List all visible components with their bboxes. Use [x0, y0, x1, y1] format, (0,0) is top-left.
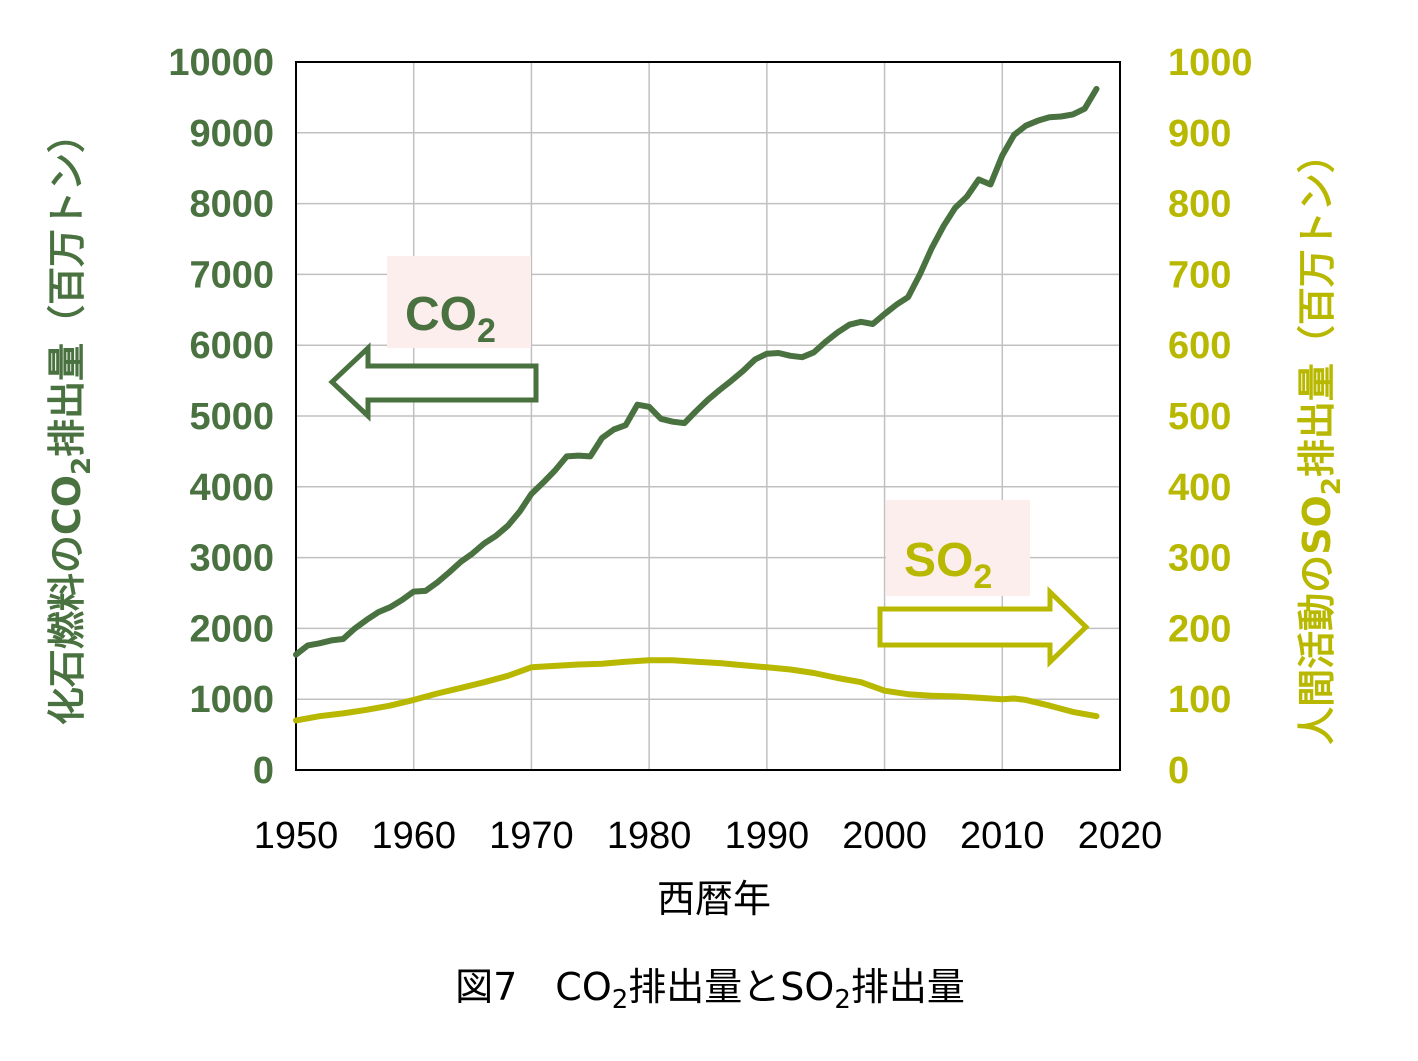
x-axis-tick-label: 1950 — [254, 815, 339, 857]
left-axis-tick-label: 5000 — [189, 396, 274, 438]
left-axis-tick-label: 8000 — [189, 184, 274, 226]
x-axis-tick-label: 1960 — [371, 815, 456, 857]
x-axis-tick-label: 2010 — [960, 815, 1045, 857]
left-axis-title-tail: 排出量（百万トン） — [45, 115, 89, 457]
co2-label-background — [387, 256, 531, 348]
x-axis-tick-label: 2000 — [842, 815, 927, 857]
co2-left-arrow-icon — [328, 342, 539, 422]
so2-label-main: SO — [904, 534, 973, 587]
right-axis-title-tail: 排出量（百万トン） — [1295, 135, 1339, 477]
so2-label: SO2 — [904, 534, 992, 596]
plot-area — [295, 61, 1121, 771]
caption-sub1: 2 — [612, 985, 629, 1015]
so2-label-background — [886, 500, 1030, 596]
left-axis-title-sub: 2 — [67, 457, 97, 475]
left-axis-tick-label: 4000 — [189, 467, 274, 509]
caption-prefix: 図7 CO — [455, 965, 612, 1009]
right-axis-tick-label: 700 — [1168, 254, 1231, 296]
co2-label: CO2 — [405, 288, 496, 350]
left-axis-tick-label: 3000 — [189, 538, 274, 580]
caption-sub2: 2 — [834, 985, 851, 1015]
left-axis-tick-label: 2000 — [189, 608, 274, 650]
right-axis-title-sub: 2 — [1317, 477, 1347, 495]
so2-right-arrow-icon — [877, 586, 1090, 668]
co2-label-sub: 2 — [477, 312, 496, 350]
x-axis-tick-label: 1970 — [489, 815, 574, 857]
right-axis-tick-label: 900 — [1168, 113, 1231, 155]
co2-series-line — [293, 85, 1100, 658]
left-axis-tick-label: 7000 — [189, 254, 274, 296]
caption-tail: 排出量 — [851, 965, 965, 1009]
x-axis-tick-label: 1990 — [725, 815, 810, 857]
figure-caption: 図7 CO2排出量とSO2排出量 — [455, 965, 965, 1015]
right-axis-title-main: 人間活動のSO — [1295, 495, 1339, 745]
x-axis-tick-label: 2020 — [1078, 815, 1163, 857]
left-axis-tick-label: 6000 — [189, 325, 274, 367]
so2-label-sub: 2 — [973, 558, 992, 596]
so2-series-line — [293, 657, 1100, 724]
right-axis-tick-label: 600 — [1168, 325, 1231, 367]
x-axis-tick-label: 1980 — [607, 815, 692, 857]
right-axis-tick-label: 300 — [1168, 538, 1231, 580]
left-axis-tick-label: 10000 — [168, 42, 274, 84]
right-axis-tick-label: 100 — [1168, 679, 1231, 721]
co2-label-main: CO — [405, 288, 477, 341]
right-axis-tick-label: 0 — [1168, 750, 1189, 792]
left-axis-title: 化石燃料のCO2排出量（百万トン） — [45, 115, 97, 725]
left-axis-tick-label: 9000 — [189, 113, 274, 155]
right-axis-tick-label: 800 — [1168, 184, 1231, 226]
right-axis-title: 人間活動のSO2排出量（百万トン） — [1295, 135, 1347, 745]
right-axis-tick-label: 400 — [1168, 467, 1231, 509]
series — [293, 85, 1100, 724]
right-axis-tick-label: 500 — [1168, 396, 1231, 438]
right-axis-tick-label: 1000 — [1168, 42, 1253, 84]
left-axis-tick-label: 1000 — [189, 679, 274, 721]
left-axis-title-main: 化石燃料のCO — [45, 475, 89, 725]
caption-mid: 排出量とSO — [628, 965, 834, 1009]
left-axis-tick-label: 0 — [253, 750, 274, 792]
tick-labels: 0100020003000400050006000700080009000100… — [168, 42, 1252, 857]
right-axis-tick-label: 200 — [1168, 608, 1231, 650]
x-axis-title: 西暦年 — [657, 877, 771, 921]
